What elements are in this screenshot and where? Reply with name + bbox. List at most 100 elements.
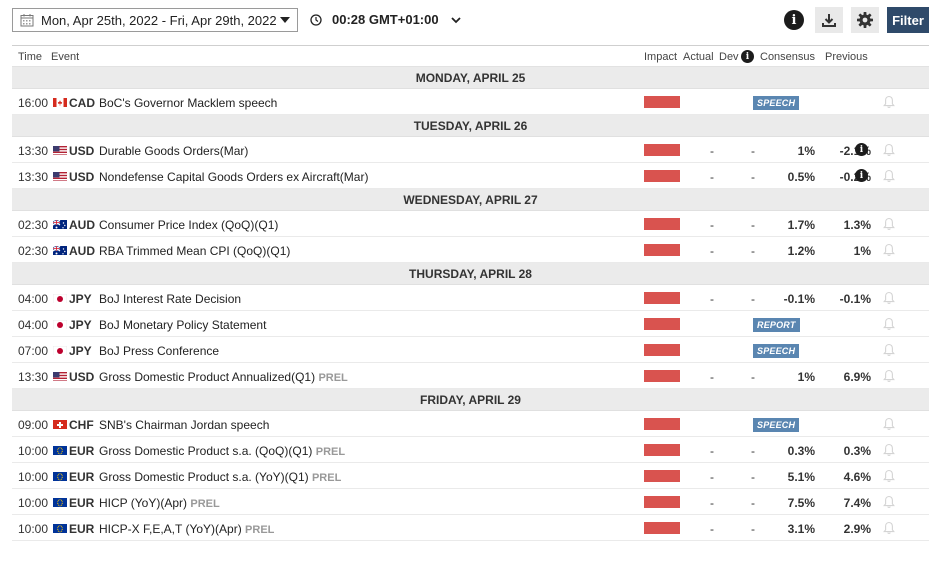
event-name[interactable]: Consumer Price Index (QoQ)(Q1): [99, 218, 278, 232]
table-row[interactable]: 02:30 AUD RBA Trimmed Mean CPI (QoQ)(Q1) - -…: [12, 237, 929, 263]
bell-icon[interactable]: [882, 143, 896, 157]
table-row[interactable]: 10:00 EUR Gross Domestic Product s.a. (YoY…: [12, 463, 929, 489]
info-icon[interactable]: i: [784, 10, 804, 30]
event-name[interactable]: BoJ Interest Rate Decision: [99, 292, 241, 306]
consensus-value: 1.7%: [787, 218, 815, 232]
bell-icon[interactable]: [882, 443, 896, 457]
currency-code: JPY: [69, 344, 92, 358]
info-icon[interactable]: i: [855, 169, 868, 182]
event-time: 04:00: [18, 318, 49, 332]
table-header: Time Event Impact Actual Dev i Consensus…: [12, 46, 929, 67]
header-actual[interactable]: Actual: [683, 51, 714, 63]
event-name[interactable]: SNB's Chairman Jordan speech: [99, 418, 269, 432]
event-time: 10:00: [18, 522, 49, 536]
download-icon: [822, 14, 836, 27]
event-time: 10:00: [18, 470, 49, 484]
event-name[interactable]: BoJ Monetary Policy Statement: [99, 318, 266, 332]
table-row[interactable]: 13:30 USD Nondefense Capital Goods Orders …: [12, 163, 929, 189]
bell-icon[interactable]: [882, 521, 896, 535]
event-name[interactable]: HICP (YoY)(Apr) PREL: [99, 496, 220, 510]
impact-bar: [644, 418, 680, 430]
actual-value: -: [710, 170, 714, 184]
impact-bar: [644, 344, 680, 356]
header-impact[interactable]: Impact: [644, 51, 678, 63]
date-range-text: Mon, Apr 25th, 2022 - Fri, Apr 29th, 202…: [41, 12, 277, 28]
download-button[interactable]: [815, 7, 843, 33]
table-row[interactable]: 13:30 USD Gross Domestic Product Annualize…: [12, 363, 929, 389]
bell-icon[interactable]: [882, 417, 896, 431]
bell-icon[interactable]: [882, 317, 896, 331]
event-title: Consumer Price Index (QoQ)(Q1): [99, 218, 279, 232]
table-row[interactable]: 10:00 EUR Gross Domestic Product s.a. (QoQ…: [12, 437, 929, 463]
previous-value: 1.3%: [843, 218, 871, 232]
bell-icon[interactable]: [882, 243, 896, 257]
header-event[interactable]: Event: [51, 51, 80, 63]
event-title: SNB's Chairman Jordan speech: [99, 418, 270, 432]
header-previous[interactable]: Previous: [825, 51, 868, 63]
actual-value: -: [710, 244, 714, 258]
prel-tag: PREL: [315, 446, 346, 458]
bell-icon[interactable]: [882, 469, 896, 483]
previous-value: 2.9%: [843, 522, 871, 536]
impact-bar: [644, 444, 680, 456]
event-name[interactable]: Durable Goods Orders(Mar): [99, 144, 248, 158]
actual-value: -: [710, 370, 714, 384]
event-name[interactable]: Nondefense Capital Goods Orders ex Aircr…: [99, 170, 368, 184]
bell-icon[interactable]: [882, 291, 896, 305]
event-type-badge: SPEECH: [753, 96, 800, 110]
table-row[interactable]: 07:00 JPY BoJ Press Conference SPEECH: [12, 337, 929, 363]
event-name[interactable]: Gross Domestic Product s.a. (QoQ)(Q1) PR…: [99, 444, 345, 458]
flag-jp-icon: [53, 319, 67, 329]
header-dev[interactable]: Dev: [719, 51, 739, 63]
bell-icon[interactable]: [882, 169, 896, 183]
event-name[interactable]: Gross Domestic Product Annualized(Q1) PR…: [99, 370, 348, 384]
event-type-badge: SPEECH: [753, 418, 800, 432]
event-name[interactable]: HICP-X F,E,A,T (YoY)(Apr) PREL: [99, 522, 274, 536]
actual-value: -: [710, 144, 714, 158]
dev-info-icon[interactable]: i: [741, 50, 754, 63]
table-row[interactable]: 04:00 JPY BoJ Interest Rate Decision - - -0.1…: [12, 285, 929, 311]
table-row[interactable]: 02:30 AUD Consumer Price Index (QoQ)(Q1) - -…: [12, 211, 929, 237]
info-icon[interactable]: i: [855, 143, 868, 156]
bell-icon[interactable]: [882, 343, 896, 357]
event-name[interactable]: Gross Domestic Product s.a. (YoY)(Q1) PR…: [99, 470, 341, 484]
bell-icon[interactable]: [882, 495, 896, 509]
event-name[interactable]: BoJ Press Conference: [99, 344, 219, 358]
filter-button[interactable]: Filter: [887, 7, 929, 33]
table-row[interactable]: 16:00 CAD BoC's Governor Macklem speech SPE…: [12, 89, 929, 115]
dev-value: -: [751, 144, 755, 158]
currency-code: EUR: [69, 470, 95, 484]
event-time: 07:00: [18, 344, 49, 358]
timezone-selector[interactable]: 00:28 GMT+01:00: [310, 12, 461, 27]
event-time: 09:00: [18, 418, 49, 432]
header-time[interactable]: Time: [18, 51, 43, 63]
settings-button[interactable]: [851, 7, 879, 33]
timezone-text: 00:28 GMT+01:00: [332, 12, 439, 27]
table-row[interactable]: 09:00 CHF SNB's Chairman Jordan speech SPEE…: [12, 411, 929, 437]
event-title: Nondefense Capital Goods Orders ex Aircr…: [99, 170, 369, 184]
header-consensus[interactable]: Consensus: [760, 51, 816, 63]
event-title: Durable Goods Orders(Mar): [99, 144, 249, 158]
day-header: WEDNESDAY, APRIL 27: [12, 189, 929, 211]
event-title: BoJ Interest Rate Decision: [99, 292, 242, 306]
table-row[interactable]: 04:00 JPY BoJ Monetary Policy Statement REP…: [12, 311, 929, 337]
table-row[interactable]: 10:00 EUR HICP (YoY)(Apr) PREL - - 7.5% 7.4%: [12, 489, 929, 515]
table-row[interactable]: 10:00 EUR HICP-X F,E,A,T (YoY)(Apr) PREL - -…: [12, 515, 929, 541]
previous-value: 1%: [853, 244, 871, 258]
flag-jp-icon: [53, 345, 67, 355]
bell-icon[interactable]: [882, 217, 896, 231]
bell-icon[interactable]: [882, 369, 896, 383]
event-name[interactable]: BoC's Governor Macklem speech: [99, 96, 277, 110]
event-name[interactable]: RBA Trimmed Mean CPI (QoQ)(Q1): [99, 244, 290, 258]
impact-bar: [644, 522, 680, 534]
consensus-value: 1%: [797, 144, 815, 158]
date-range-picker[interactable]: Mon, Apr 25th, 2022 - Fri, Apr 29th, 202…: [12, 8, 298, 32]
bell-icon[interactable]: [882, 95, 896, 109]
event-time: 10:00: [18, 496, 49, 510]
consensus-value: 3.1%: [787, 522, 815, 536]
flag-jp-icon: [53, 293, 67, 303]
event-title: HICP (YoY)(Apr): [99, 496, 188, 510]
event-type-badge: REPORT: [753, 318, 800, 332]
impact-bar: [644, 470, 680, 482]
